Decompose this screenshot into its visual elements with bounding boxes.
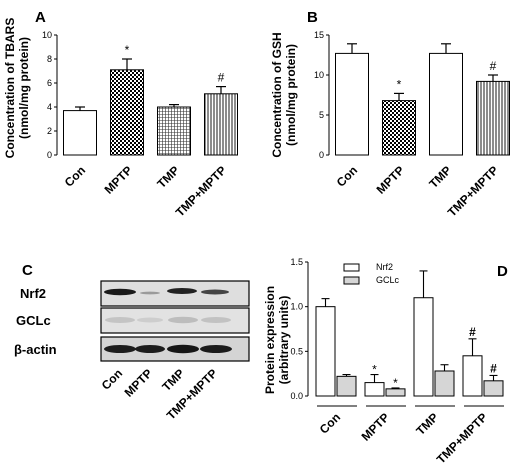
y-tick-label: 0.0 bbox=[290, 391, 303, 401]
legend-swatch bbox=[343, 263, 360, 272]
bar bbox=[157, 106, 191, 156]
y-tick-label: 5 bbox=[319, 110, 324, 120]
chart-d-ylabel-line1: Protein expression bbox=[263, 286, 277, 394]
panel-letter-a: A bbox=[35, 9, 46, 26]
blot-lane-label-con: Con bbox=[99, 366, 125, 392]
x-category-label: TMP bbox=[426, 163, 454, 191]
bar-gclc bbox=[336, 375, 357, 397]
significance-mark: * bbox=[397, 77, 402, 91]
bar-gclc bbox=[483, 380, 504, 397]
blot-band bbox=[140, 291, 160, 295]
blot-band bbox=[105, 317, 135, 323]
blot-band bbox=[167, 344, 199, 354]
blot-band bbox=[201, 317, 231, 323]
y-tick-label: 6 bbox=[47, 78, 52, 88]
x-category-label: MPTP bbox=[359, 410, 392, 443]
chart-a-ylabel-line1: Concentration of TBARS bbox=[3, 18, 17, 159]
blot-band bbox=[135, 345, 165, 353]
blot-row-label-beta-actin: β-actin bbox=[14, 342, 57, 357]
chart-b-ylabel-line2: (nmol/mg protein) bbox=[284, 44, 298, 146]
panel-letter-c: C bbox=[22, 262, 33, 279]
y-tick-label: 4 bbox=[47, 102, 52, 112]
y-tick-label: 0 bbox=[319, 150, 324, 160]
bar bbox=[429, 52, 463, 156]
legend-label: Nrf2 bbox=[376, 262, 393, 272]
chart-b-ylabel-line1: Concentration of GSH bbox=[270, 32, 284, 157]
significance-mark: # bbox=[490, 361, 497, 375]
panel-letter-d: D bbox=[497, 263, 508, 280]
blot-band bbox=[200, 345, 232, 353]
x-category-label: TMP+MPTP bbox=[445, 163, 501, 219]
chart-a-tbars: Concentration of TBARS (nmol/mg protein)… bbox=[3, 18, 238, 220]
significance-mark: * bbox=[125, 43, 130, 57]
bar-gclc bbox=[434, 370, 455, 397]
x-category-label: Con bbox=[317, 410, 343, 436]
blot-band bbox=[168, 316, 198, 324]
blot-row-label-nrf2: Nrf2 bbox=[20, 286, 46, 301]
y-tick-label: 10 bbox=[42, 30, 52, 40]
significance-mark: * bbox=[372, 363, 377, 377]
significance-mark: # bbox=[218, 71, 225, 85]
blot-band bbox=[104, 288, 136, 296]
bar-nrf2 bbox=[413, 297, 434, 397]
blot-lane-label-mptp: MPTP bbox=[122, 366, 155, 399]
bar-gclc bbox=[385, 388, 406, 397]
legend-swatch bbox=[343, 276, 360, 285]
legend-label: GCLc bbox=[376, 275, 400, 285]
chart-d-protein-expression: Protein expression (arbitrary units) 0.0… bbox=[263, 257, 504, 467]
y-tick-label: 0 bbox=[47, 150, 52, 160]
blot-band bbox=[167, 288, 197, 294]
y-tick-label: 15 bbox=[314, 30, 324, 40]
bar bbox=[382, 100, 416, 156]
x-category-label: Con bbox=[62, 163, 88, 189]
bar bbox=[476, 80, 510, 156]
panel-letter-b: B bbox=[307, 9, 318, 26]
blot-lane-label-tmp: TMP bbox=[159, 366, 187, 394]
bar-nrf2 bbox=[315, 306, 336, 397]
chart-d-ylabel-line2: (arbitrary units) bbox=[277, 296, 291, 385]
significance-mark: # bbox=[490, 59, 497, 73]
y-tick-label: 1.0 bbox=[290, 302, 303, 312]
significance-mark: # bbox=[469, 325, 476, 339]
blot-band bbox=[201, 289, 229, 295]
x-category-label: TMP bbox=[413, 410, 441, 438]
x-category-label: TMP+MPTP bbox=[434, 410, 490, 466]
x-category-label: Con bbox=[334, 163, 360, 189]
bar-nrf2 bbox=[364, 382, 385, 397]
blot-row-label-gclc: GCLc bbox=[16, 313, 51, 328]
blot-band bbox=[137, 317, 163, 323]
chart-a-ylabel-line2: (nmol/mg protein) bbox=[17, 37, 31, 139]
bar-nrf2 bbox=[462, 355, 483, 397]
y-tick-label: 0.5 bbox=[290, 346, 303, 356]
y-tick-label: 10 bbox=[314, 70, 324, 80]
significance-mark: * bbox=[393, 376, 398, 390]
bar bbox=[63, 110, 97, 156]
y-tick-label: 2 bbox=[47, 126, 52, 136]
x-category-label: TMP+MPTP bbox=[173, 163, 229, 219]
y-tick-label: 8 bbox=[47, 54, 52, 64]
x-category-label: MPTP bbox=[102, 163, 135, 196]
x-category-label: MPTP bbox=[374, 163, 407, 196]
bar bbox=[110, 69, 144, 156]
bar bbox=[335, 52, 369, 156]
x-category-label: TMP bbox=[154, 163, 182, 191]
blot-band bbox=[104, 345, 136, 353]
western-blot-panel: Nrf2 GCLc β-actin Con MPTP TMP TMP+MPTP bbox=[14, 280, 250, 423]
chart-b-gsh: Concentration of GSH (nmol/mg protein) 0… bbox=[270, 30, 510, 220]
bar bbox=[204, 93, 238, 156]
y-tick-label: 1.5 bbox=[290, 257, 303, 267]
